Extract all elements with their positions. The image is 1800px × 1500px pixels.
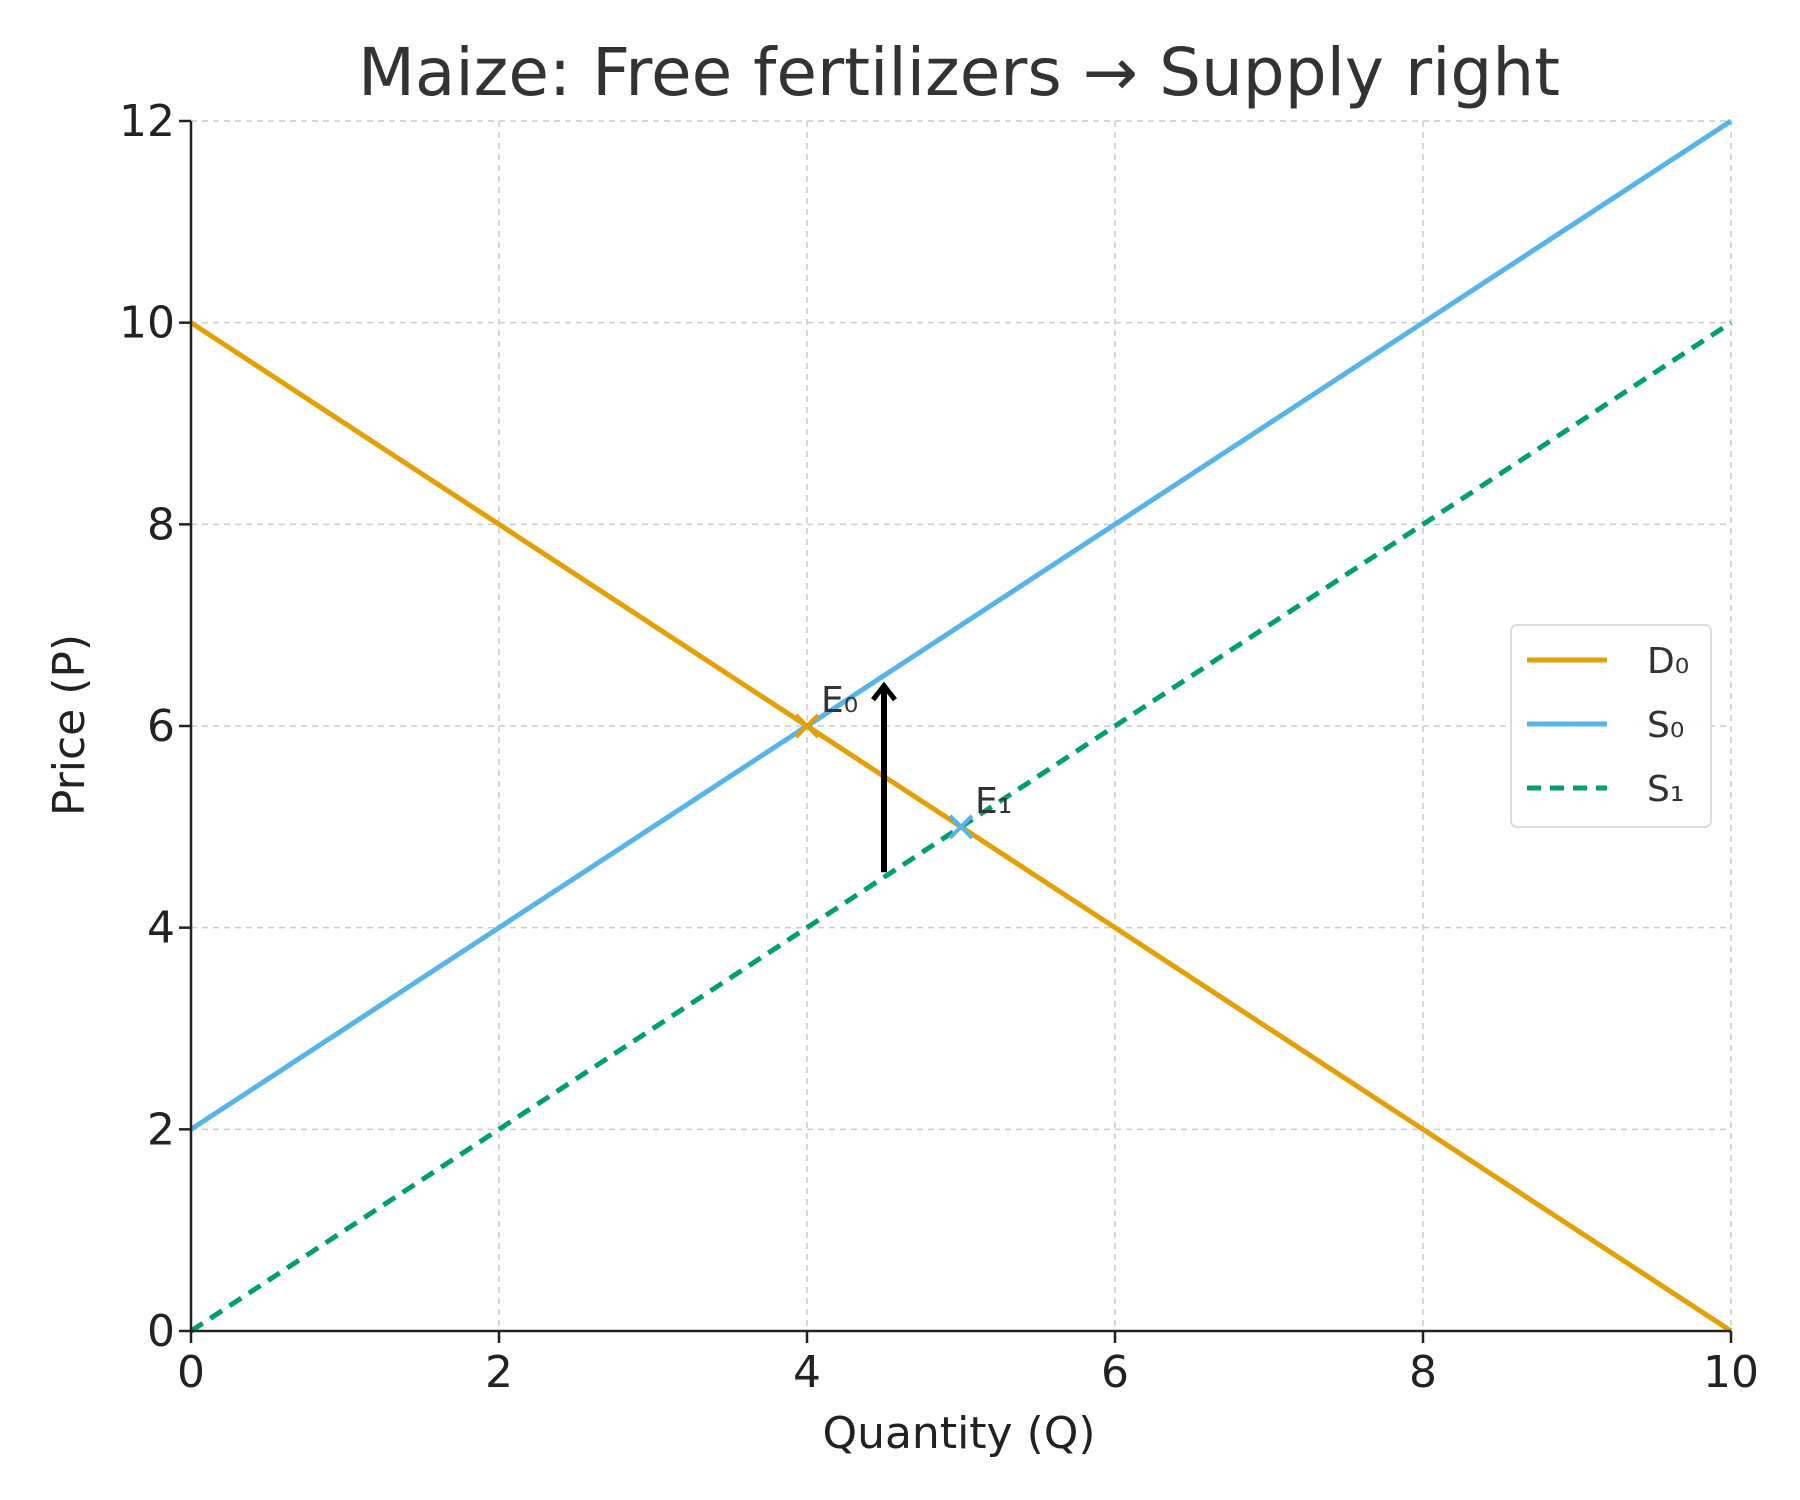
equilibrium-marker-1 xyxy=(948,814,974,840)
marker-stroke xyxy=(948,814,974,840)
axis-ticks: 0 2 4 6 8 10 0 2 4 6 8 10 12 xyxy=(119,96,1759,1398)
y-tick-label: 8 xyxy=(147,499,175,550)
y-tick-label: 10 xyxy=(119,298,175,349)
legend-label-0: D₀ xyxy=(1647,641,1689,682)
y-tick-label: 6 xyxy=(147,701,175,752)
x-tick-label: 2 xyxy=(485,1347,513,1398)
equilibrium-label-1: E₁ xyxy=(975,781,1012,822)
y-tick-label: 0 xyxy=(147,1306,175,1357)
legend-label-2: S₁ xyxy=(1647,769,1684,810)
arrow-head xyxy=(871,681,897,702)
grid xyxy=(190,120,1732,1332)
y-axis-label: Price (P) xyxy=(44,634,95,816)
legend: D₀ S₀ S₁ xyxy=(1510,624,1712,828)
x-tick-label: 0 xyxy=(177,1347,205,1398)
marker-stroke xyxy=(794,713,820,739)
y-tick-label: 2 xyxy=(147,1104,175,1155)
legend-label-1: S₀ xyxy=(1647,705,1684,746)
x-tick-label: 8 xyxy=(1409,1347,1437,1398)
legend-box xyxy=(1510,624,1712,828)
shift-arrow-0 xyxy=(871,681,897,873)
equilibrium-points: E₀ E₁ xyxy=(794,680,1012,840)
chart-title: Maize: Free fertilizers → Supply right xyxy=(358,34,1560,111)
y-tick-label: 4 xyxy=(147,903,175,954)
equilibrium-label-0: E₀ xyxy=(821,680,858,721)
y-tick-label: 12 xyxy=(119,96,175,147)
series-line-1 xyxy=(189,118,1733,1132)
shift-arrows xyxy=(871,681,897,873)
x-axis-label: Quantity (Q) xyxy=(822,1408,1095,1459)
x-tick-label: 6 xyxy=(1101,1347,1129,1398)
equilibrium-marker-0 xyxy=(794,713,820,739)
x-tick-label: 4 xyxy=(793,1347,821,1398)
x-tick-label: 10 xyxy=(1703,1347,1759,1398)
